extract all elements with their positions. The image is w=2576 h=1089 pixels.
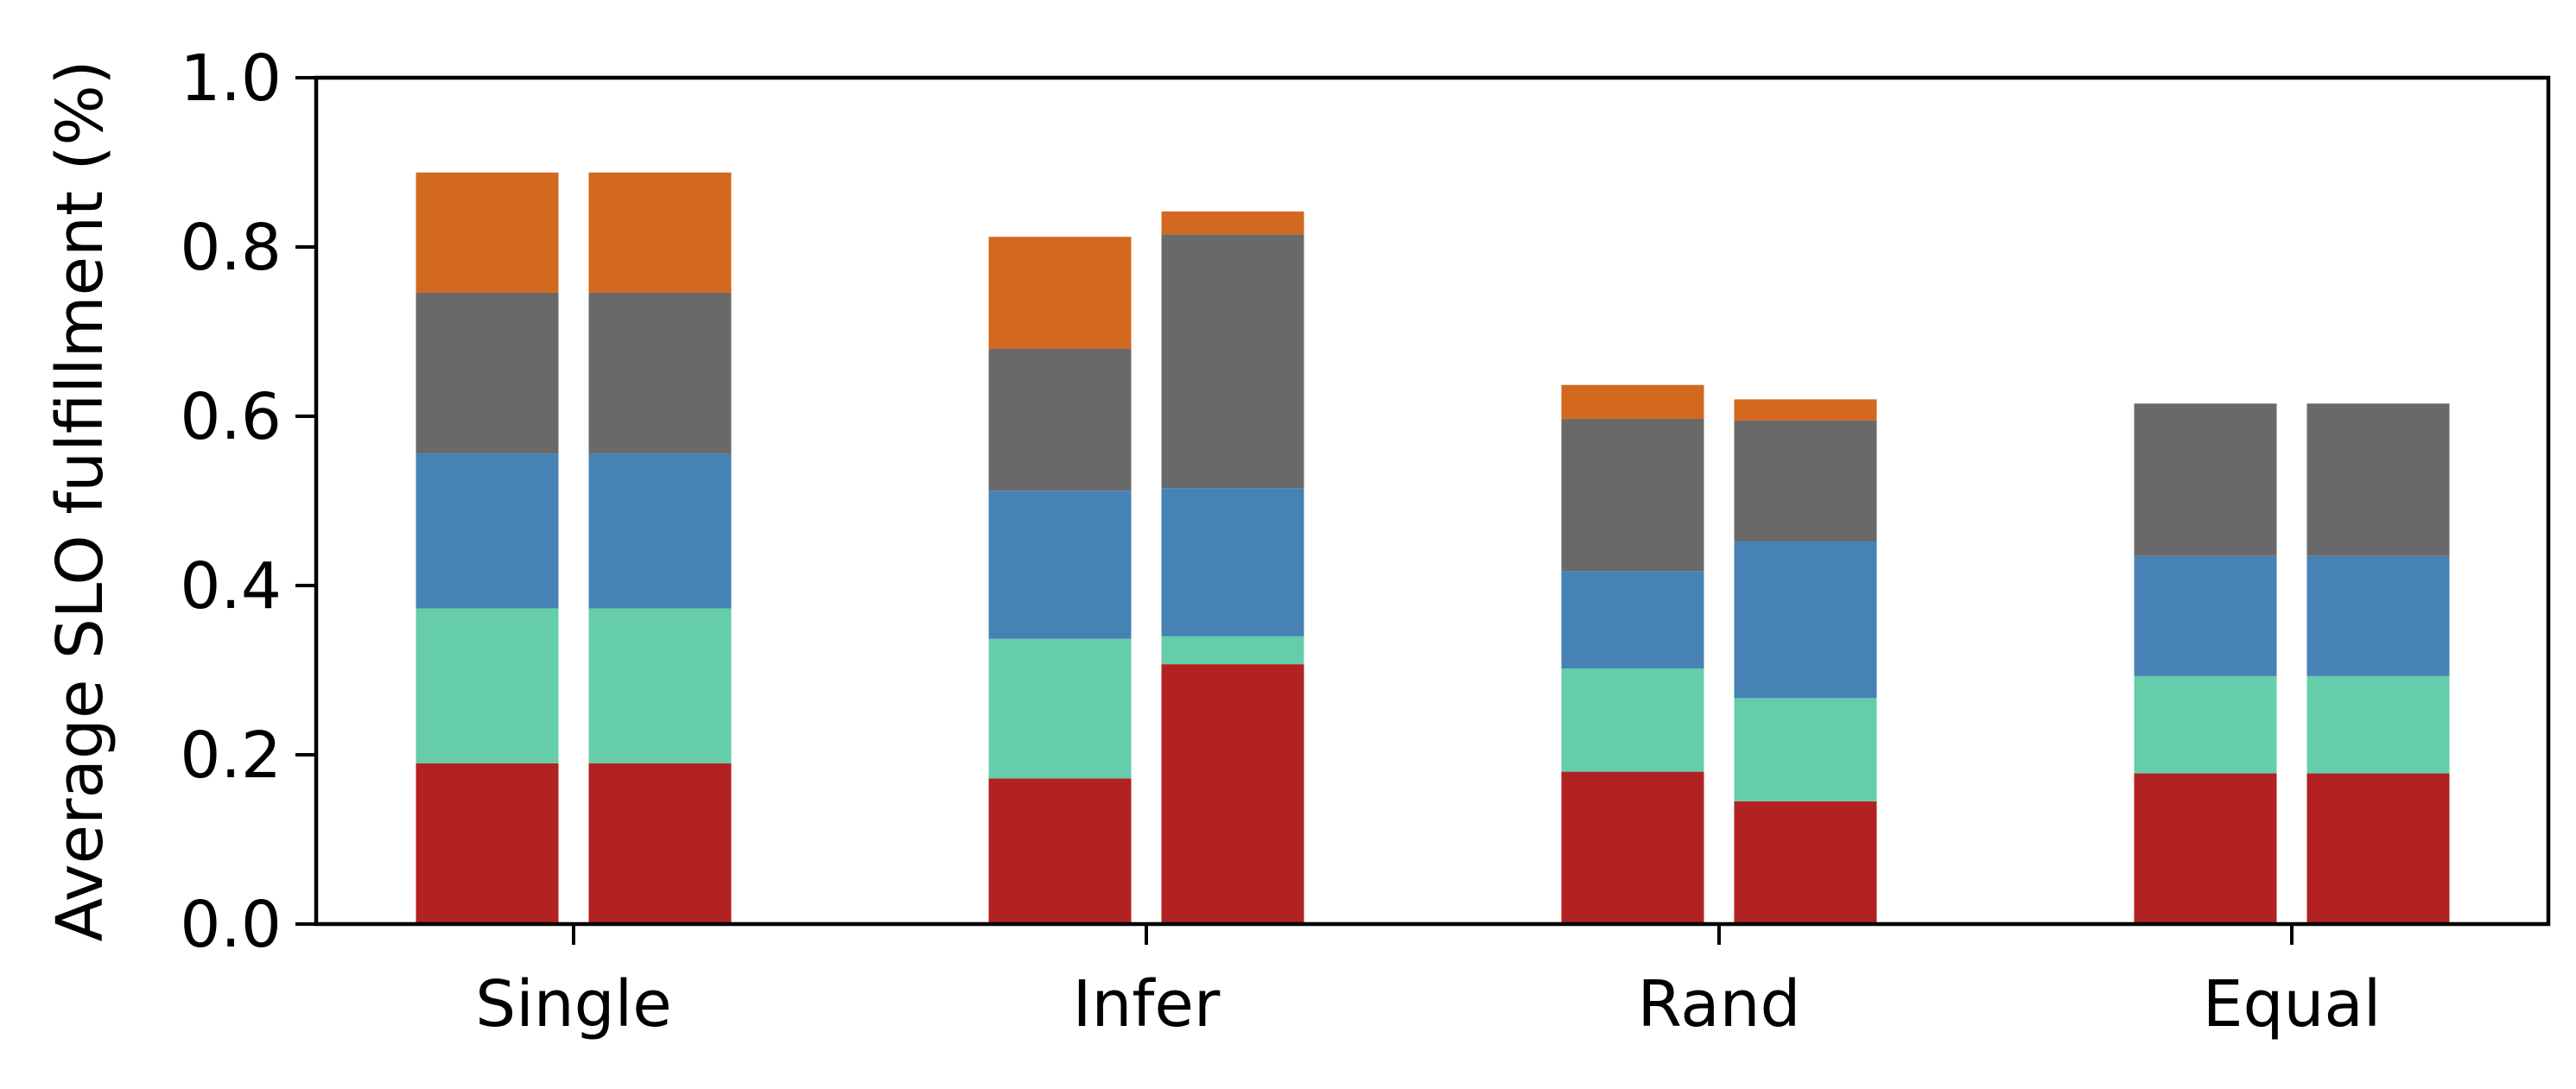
y-axis-label: Average SLO fulfillment (%): [43, 60, 117, 941]
bar-segment-single-2-series-5: [588, 172, 732, 293]
bar-segment-equal-1-series-1: [2134, 773, 2277, 924]
bars-layer: [416, 172, 2450, 924]
bar-segment-rand-1-series-2: [1561, 668, 1704, 772]
bar-segment-infer-2-series-1: [1161, 664, 1304, 924]
bar-segment-equal-1-series-3: [2134, 555, 2277, 676]
y-tick-label: 0.6: [180, 380, 282, 454]
bar-segment-single-2-series-2: [588, 608, 732, 763]
bar-segment-single-1-series-4: [416, 292, 559, 454]
bar-segment-single-1-series-2: [416, 608, 559, 763]
bar-segment-equal-2-series-4: [2306, 403, 2450, 556]
bar-segment-rand-1-series-5: [1561, 384, 1704, 419]
bar-segment-infer-1-series-3: [988, 491, 1132, 639]
bar-segment-equal-2-series-2: [2306, 675, 2450, 774]
bar-segment-infer-1-series-1: [988, 778, 1132, 924]
bar-segment-single-2-series-4: [588, 292, 732, 454]
y-tick-label: 0.8: [180, 211, 282, 285]
bar-segment-rand-2-series-2: [1734, 698, 1877, 801]
bar-segment-infer-2-series-4: [1161, 234, 1304, 489]
x-tick-label-infer: Infer: [1073, 967, 1221, 1042]
x-tick-label-rand: Rand: [1637, 967, 1800, 1042]
bar-segment-single-2-series-1: [588, 763, 732, 924]
bar-segment-equal-2-series-1: [2306, 773, 2450, 924]
x-tick-label-equal: Equal: [2203, 967, 2382, 1042]
y-tick-label: 0.0: [180, 888, 282, 962]
bar-segment-single-1-series-3: [416, 453, 559, 609]
x-axis: Single Infer Rand Equal: [475, 924, 2381, 1042]
bar-segment-single-1-series-5: [416, 172, 559, 293]
bar-segment-infer-2-series-2: [1161, 636, 1304, 665]
y-axis: 0.0 0.2 0.4 0.6 0.8 1.0: [180, 41, 316, 962]
bar-segment-infer-1-series-5: [988, 237, 1132, 349]
bar-segment-equal-2-series-3: [2306, 555, 2450, 676]
bar-segment-single-1-series-1: [416, 763, 559, 924]
bar-segment-equal-1-series-4: [2134, 403, 2277, 556]
x-tick-label-single: Single: [475, 967, 672, 1042]
bar-segment-infer-2-series-3: [1161, 488, 1304, 636]
bar-segment-rand-1-series-4: [1561, 418, 1704, 572]
bar-segment-rand-2-series-4: [1734, 420, 1877, 542]
bar-segment-infer-2-series-5: [1161, 211, 1304, 235]
y-tick-label: 0.2: [180, 719, 282, 793]
bar-segment-rand-1-series-3: [1561, 571, 1704, 669]
bar-segment-equal-1-series-2: [2134, 675, 2277, 774]
plot-frame: [314, 75, 2551, 927]
bar-segment-rand-2-series-3: [1734, 541, 1877, 699]
bar-segment-rand-2-series-5: [1734, 399, 1877, 421]
bar-segment-rand-1-series-1: [1561, 771, 1704, 924]
bar-segment-single-2-series-3: [588, 453, 732, 609]
y-tick-label: 1.0: [180, 41, 282, 116]
y-tick-label: 0.4: [180, 549, 282, 624]
bar-segment-infer-1-series-2: [988, 638, 1132, 779]
bar-segment-rand-2-series-1: [1734, 801, 1877, 924]
bar-segment-infer-1-series-4: [988, 348, 1132, 491]
